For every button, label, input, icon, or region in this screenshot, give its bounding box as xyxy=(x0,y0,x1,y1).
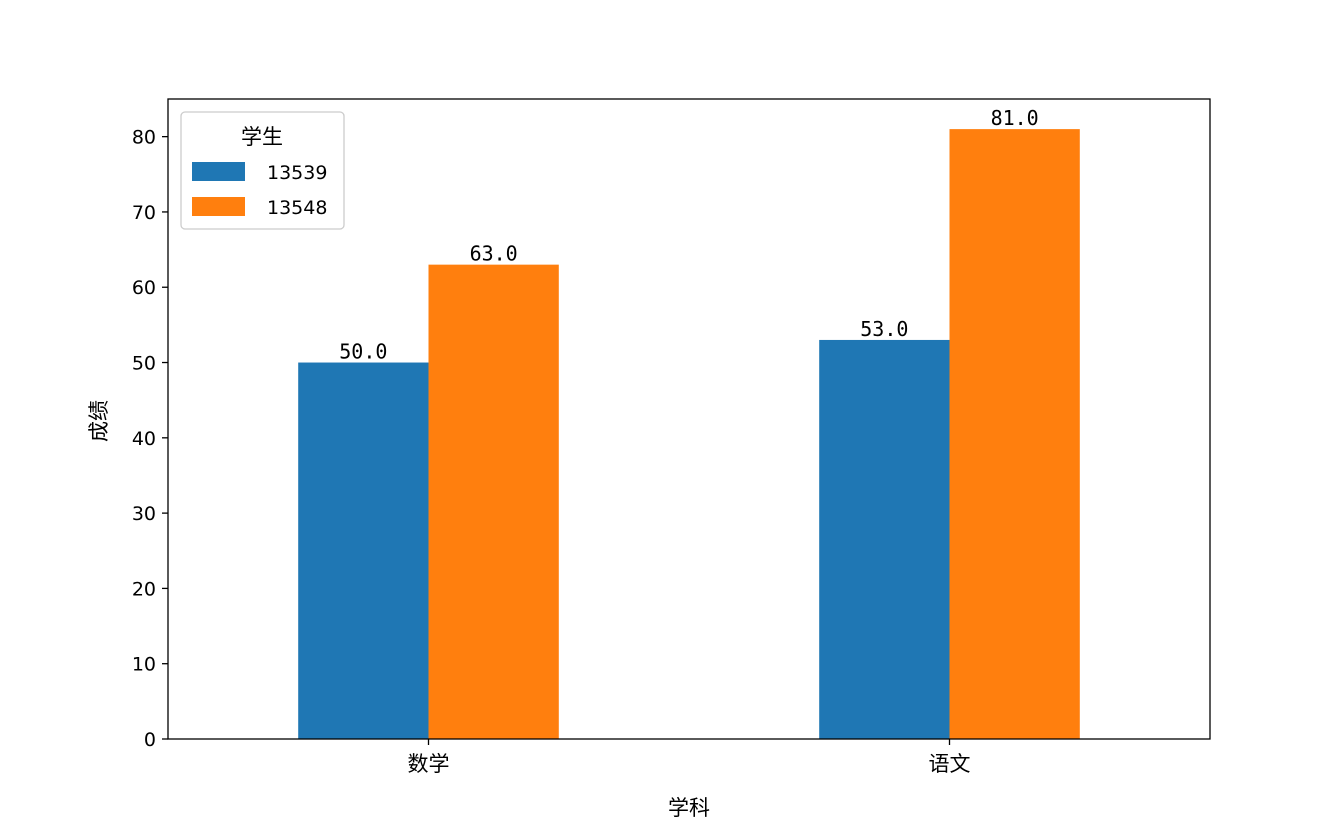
legend-label-13539: 13539 xyxy=(267,162,327,184)
y-tick-label: 40 xyxy=(132,428,156,450)
bar-value-label: 63.0 xyxy=(470,242,518,266)
bar-value-label: 53.0 xyxy=(860,317,908,341)
x-tick-label: 语文 xyxy=(929,752,971,776)
y-tick-label: 70 xyxy=(132,202,156,224)
legend-swatch-13539 xyxy=(192,162,245,181)
bar-13539-1 xyxy=(819,339,950,739)
x-axis: 数学 语文 xyxy=(408,739,971,776)
y-axis: 0 10 20 30 40 50 60 70 80 xyxy=(132,127,168,751)
y-axis-title: 成绩 xyxy=(87,400,111,442)
bar-13539-0 xyxy=(298,362,429,739)
axes-layer xyxy=(167,98,1211,740)
bars-layer xyxy=(298,129,1080,739)
y-tick-label: 10 xyxy=(132,654,156,676)
y-tick-label: 80 xyxy=(132,127,156,149)
legend: 学生 13539 13548 xyxy=(180,111,345,230)
legend-swatch-13548 xyxy=(192,197,245,216)
bar-value-label: 81.0 xyxy=(991,106,1039,130)
bar-13548-1 xyxy=(949,129,1080,739)
bar-13548-0 xyxy=(428,264,559,739)
legend-label-13548: 13548 xyxy=(267,197,327,219)
y-tick-label: 50 xyxy=(132,353,156,375)
bar-value-labels: 50.0 53.0 63.0 81.0 xyxy=(339,106,1038,363)
plot-frame xyxy=(167,98,1211,740)
x-axis-title: 学科 xyxy=(668,796,710,820)
y-tick-label: 60 xyxy=(132,277,156,299)
y-tick-label: 0 xyxy=(144,729,156,751)
x-tick-label: 数学 xyxy=(408,752,450,776)
y-tick-label: 20 xyxy=(132,578,156,600)
y-tick-label: 30 xyxy=(132,503,156,525)
bar-value-label: 50.0 xyxy=(339,340,387,364)
legend-title: 学生 xyxy=(241,125,283,149)
